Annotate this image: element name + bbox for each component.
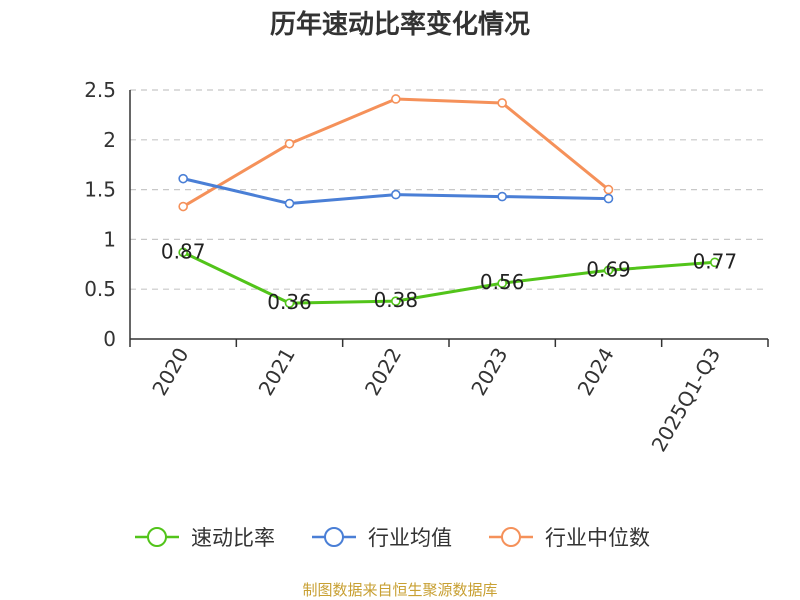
x-tick-label: 2021 bbox=[254, 344, 300, 400]
data-point bbox=[497, 98, 507, 108]
data-point bbox=[391, 94, 401, 104]
data-point bbox=[178, 247, 188, 258]
legend-label: 速动比率 bbox=[191, 526, 275, 550]
data-point bbox=[391, 189, 401, 200]
y-tick-label: 1 bbox=[103, 227, 116, 251]
data-point bbox=[178, 173, 188, 184]
data-point bbox=[284, 198, 295, 209]
data-label: 0.36 bbox=[267, 290, 312, 314]
legend-label: 行业中位数 bbox=[545, 526, 650, 550]
data-label: 0.69 bbox=[586, 257, 631, 281]
data-label: 0.56 bbox=[480, 270, 525, 294]
legend-marker-icon bbox=[501, 527, 521, 547]
y-tick-label: 2 bbox=[103, 128, 116, 152]
data-point bbox=[497, 278, 507, 289]
data-point bbox=[603, 184, 614, 195]
data-point bbox=[603, 193, 614, 204]
x-tick-label: 2020 bbox=[147, 344, 193, 400]
x-tick-label: 2022 bbox=[360, 344, 406, 400]
x-tick-label: 2023 bbox=[466, 343, 512, 399]
legend-marker-icon bbox=[147, 527, 167, 547]
data-point bbox=[603, 265, 614, 276]
source-note: 制图数据来自恒生聚源数据库 bbox=[302, 581, 497, 599]
y-tick-label: 1.5 bbox=[84, 178, 116, 202]
series-line bbox=[182, 250, 715, 305]
data-label: 0.77 bbox=[693, 249, 738, 273]
legend-marker-icon bbox=[324, 527, 344, 547]
chart-title: 历年速动比率变化情况 bbox=[270, 9, 530, 40]
data-point bbox=[284, 138, 295, 149]
data-point bbox=[497, 191, 507, 202]
x-tick-label: 2025Q1-Q3 bbox=[646, 344, 725, 456]
y-tick-label: 0.5 bbox=[84, 277, 116, 301]
data-point bbox=[391, 296, 401, 306]
y-tick-label: 0 bbox=[103, 327, 116, 351]
y-tick-label: 2.5 bbox=[84, 78, 116, 102]
x-tick-label: 2024 bbox=[573, 344, 619, 400]
legend-label: 行业均值 bbox=[368, 526, 452, 550]
data-label: 0.38 bbox=[374, 288, 419, 312]
data-point bbox=[710, 257, 720, 268]
data-point bbox=[178, 201, 188, 212]
data-label: 0.87 bbox=[161, 239, 206, 263]
data-point bbox=[284, 298, 295, 308]
